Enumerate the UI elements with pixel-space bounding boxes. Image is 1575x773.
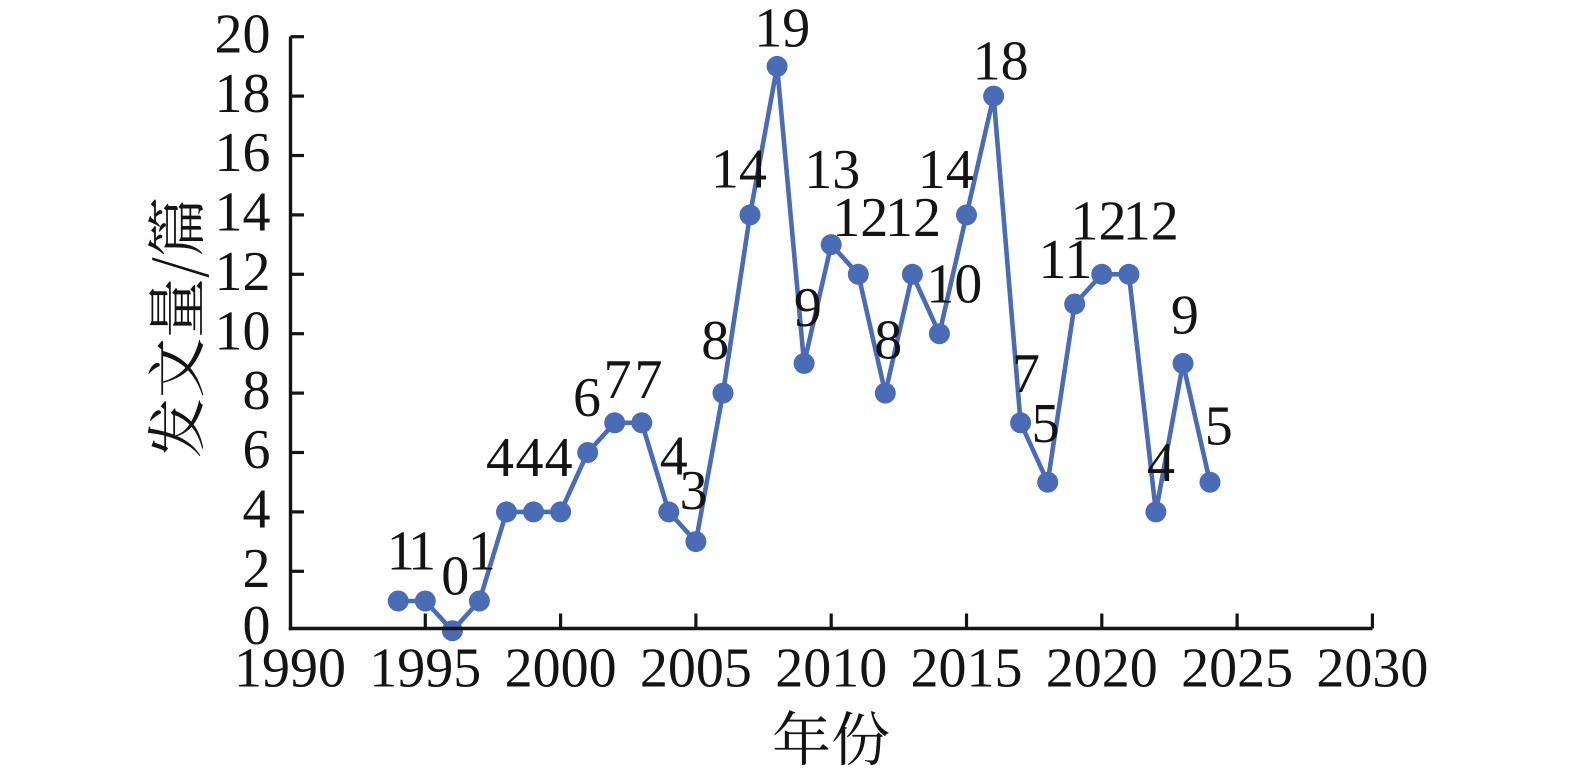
svg-text:12: 12 xyxy=(215,241,271,303)
svg-text:7: 7 xyxy=(1012,343,1040,405)
svg-text:16: 16 xyxy=(215,122,271,184)
svg-text:14: 14 xyxy=(215,182,271,244)
svg-text:14: 14 xyxy=(918,139,974,201)
svg-text:2005: 2005 xyxy=(640,638,752,700)
svg-text:10: 10 xyxy=(926,254,982,316)
svg-text:1: 1 xyxy=(387,521,415,583)
svg-text:5: 5 xyxy=(1032,393,1060,455)
svg-text:2015: 2015 xyxy=(911,638,1023,700)
svg-text:11: 11 xyxy=(1038,229,1092,291)
svg-text:0: 0 xyxy=(441,546,469,608)
svg-text:8: 8 xyxy=(243,360,271,422)
svg-text:7: 7 xyxy=(635,349,663,411)
svg-text:19: 19 xyxy=(754,0,810,60)
svg-text:14: 14 xyxy=(711,139,767,201)
svg-text:12: 12 xyxy=(1123,191,1179,253)
svg-text:4: 4 xyxy=(545,427,573,489)
svg-text:4: 4 xyxy=(486,427,514,489)
svg-text:0: 0 xyxy=(243,595,271,657)
svg-text:18: 18 xyxy=(973,31,1029,93)
svg-text:5: 5 xyxy=(1205,396,1233,458)
svg-text:4: 4 xyxy=(660,425,688,487)
svg-text:2025: 2025 xyxy=(1181,638,1293,700)
svg-text:2030: 2030 xyxy=(1316,638,1428,700)
svg-text:2020: 2020 xyxy=(1046,638,1158,700)
svg-text:7: 7 xyxy=(604,349,632,411)
svg-text:12: 12 xyxy=(1071,191,1127,253)
svg-text:2000: 2000 xyxy=(505,638,617,700)
svg-text:6: 6 xyxy=(573,367,601,429)
svg-text:1990: 1990 xyxy=(234,638,346,700)
svg-text:1995: 1995 xyxy=(369,638,481,700)
svg-text:4: 4 xyxy=(1147,432,1175,494)
svg-text:12: 12 xyxy=(832,187,888,249)
svg-text:1: 1 xyxy=(408,521,436,583)
svg-text:2010: 2010 xyxy=(775,638,887,700)
svg-text:12: 12 xyxy=(885,187,941,249)
svg-text:8: 8 xyxy=(701,310,729,372)
svg-text:2: 2 xyxy=(243,538,271,600)
svg-text:8: 8 xyxy=(874,310,902,372)
svg-text:10: 10 xyxy=(215,300,271,362)
svg-text:4: 4 xyxy=(243,479,271,541)
svg-text:4: 4 xyxy=(516,427,544,489)
svg-text:9: 9 xyxy=(1171,285,1199,347)
svg-text:13: 13 xyxy=(804,139,860,201)
svg-text:3: 3 xyxy=(680,460,708,522)
svg-text:1: 1 xyxy=(468,521,496,583)
svg-text:18: 18 xyxy=(215,63,271,125)
svg-text:20: 20 xyxy=(215,3,271,65)
svg-text:6: 6 xyxy=(243,419,271,481)
svg-text:9: 9 xyxy=(794,277,822,339)
